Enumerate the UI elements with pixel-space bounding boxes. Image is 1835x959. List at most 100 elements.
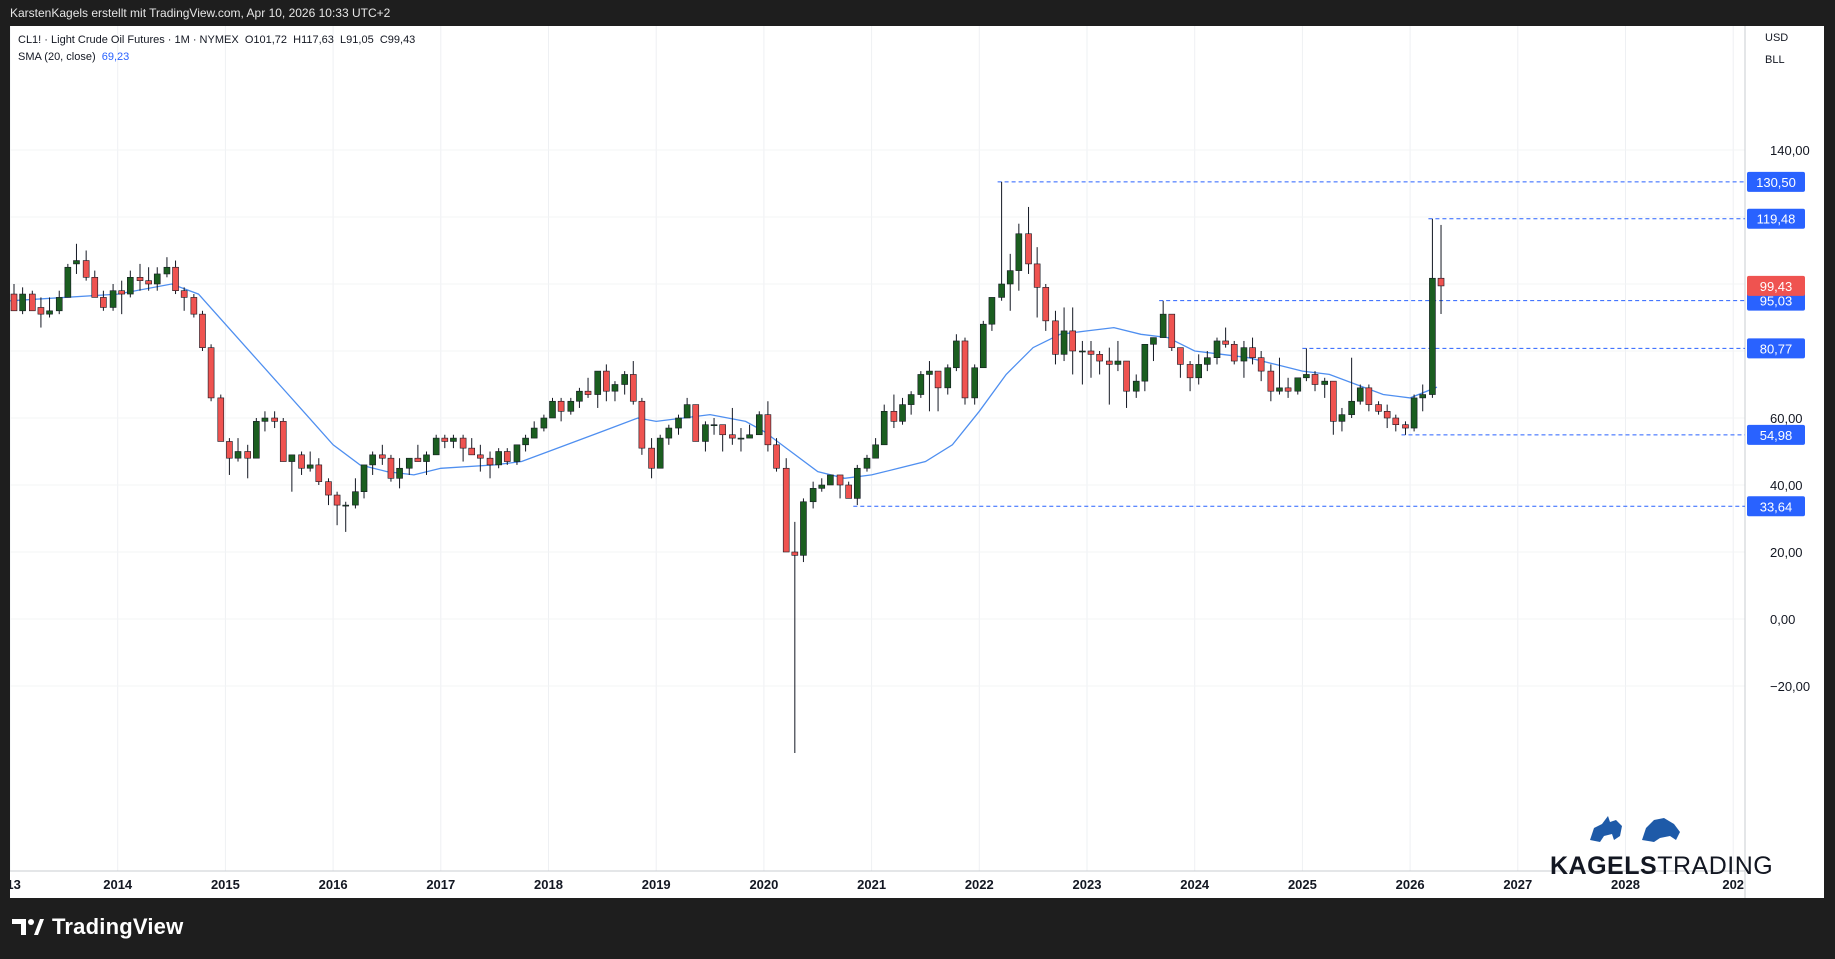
candle-up	[253, 418, 260, 459]
candle-down	[836, 474, 844, 499]
last-price-bg	[1747, 275, 1805, 296]
candle-down	[10, 284, 18, 312]
candle-down	[145, 267, 152, 291]
candle-up	[872, 438, 879, 459]
candle-body	[791, 551, 799, 556]
candle-down	[217, 394, 225, 442]
x-tick-label: 2022	[965, 877, 994, 892]
candle-body	[683, 404, 691, 419]
candle-down	[782, 458, 790, 553]
candle-body	[899, 404, 906, 422]
candle-down	[1330, 380, 1337, 435]
candle-up	[55, 290, 63, 315]
candle-body	[1257, 357, 1265, 372]
attribution-bar: KarstenKagels erstellt mit TradingView.c…	[0, 0, 1835, 26]
candle-up	[261, 411, 269, 432]
candle-up	[917, 371, 925, 398]
candle-down	[773, 438, 780, 472]
tradingview-mark-icon	[12, 919, 44, 935]
candle-body	[82, 260, 90, 278]
candle-body	[207, 347, 215, 399]
candle-body	[567, 400, 575, 412]
tradingview-logo[interactable]: TradingView	[12, 914, 183, 940]
x-tick-label: 2023	[1073, 877, 1102, 892]
legend-symbol[interactable]: CL1! · Light Crude Oil Futures · 1M · NY…	[18, 34, 239, 46]
candle-body	[441, 437, 449, 442]
candle-body	[109, 290, 117, 308]
kagels-trading-watermark: KAGELSTRADING	[1550, 806, 1773, 886]
currency-label[interactable]: USD	[1765, 32, 1789, 44]
candle-up	[530, 421, 538, 439]
candle-body	[1025, 233, 1032, 265]
candle-up	[1338, 407, 1346, 432]
candle-body	[396, 467, 403, 479]
candle-down	[692, 404, 700, 442]
candle-down	[136, 263, 144, 291]
legend-sma-line[interactable]: SMA (20, close) 69,23	[18, 49, 415, 66]
candle-body	[1123, 360, 1130, 392]
candle-down	[557, 397, 565, 422]
candle-body	[603, 370, 610, 392]
y-tick-label: 60,00	[1770, 411, 1803, 426]
candle-down	[1230, 340, 1238, 365]
level-label-bg	[1747, 208, 1805, 229]
candle-body	[271, 417, 278, 422]
x-tick-label: 2021	[857, 877, 886, 892]
unit-label[interactable]: BLL	[1765, 54, 1785, 66]
candle-body	[1303, 374, 1310, 379]
candle-body	[988, 297, 996, 325]
candle-down	[91, 270, 99, 298]
candle-up	[988, 297, 996, 331]
candle-down	[638, 397, 646, 455]
level-label: 80,77	[1760, 341, 1793, 356]
candle-body	[737, 437, 745, 440]
candle-up	[342, 501, 350, 532]
y-tick-label: −20,00	[1770, 679, 1810, 694]
candle-down	[180, 287, 188, 311]
candle-body	[10, 293, 18, 312]
candle-body	[73, 260, 80, 265]
candle-body	[513, 444, 521, 462]
candle-body	[710, 424, 718, 427]
candle-body	[19, 293, 26, 312]
candle-body	[234, 451, 242, 459]
chart-legend: CL1! · Light Crude Oil Futures · 1M · NY…	[18, 32, 415, 66]
candle-body	[1402, 424, 1409, 429]
candle-up	[907, 391, 915, 415]
candle-body	[414, 457, 422, 462]
candle-body	[675, 417, 682, 429]
candle-body	[279, 421, 287, 462]
candle-down	[1186, 361, 1194, 392]
candle-body	[1294, 377, 1302, 392]
candle-body	[1365, 387, 1373, 405]
candle-body	[333, 494, 341, 506]
legend-close: C99,43	[379, 34, 416, 46]
candle-up	[360, 464, 368, 499]
y-tick-label: 140,00	[1770, 143, 1810, 158]
candle-body	[1276, 387, 1283, 392]
candle-down	[298, 451, 305, 475]
candle-down	[414, 444, 422, 462]
chart-panel[interactable]: 013 2014 2015 2016 2017 2018 2019 2020 2021 2022 2…	[10, 26, 1824, 898]
candle-body	[1006, 270, 1014, 285]
candle-body	[29, 293, 36, 312]
candle-down	[82, 250, 90, 281]
candle-body	[55, 297, 63, 312]
candle-down	[845, 481, 852, 499]
candle-up	[1114, 340, 1122, 372]
candle-body	[702, 424, 709, 442]
candle-up	[944, 364, 952, 395]
candle-down	[279, 418, 287, 462]
x-tick-label: 2024	[1180, 877, 1210, 892]
candle-down	[271, 411, 278, 429]
candle-up	[423, 451, 430, 475]
candle-body	[818, 484, 826, 489]
candle-up	[432, 434, 440, 456]
candle-body	[800, 501, 807, 556]
candle-body	[782, 467, 790, 553]
price-chart[interactable]: 013 2014 2015 2016 2017 2018 2019 2020 2021 2022 2…	[10, 26, 1824, 898]
candle-down	[486, 451, 494, 479]
candle-down	[1052, 310, 1059, 365]
horizontal-levels: 130,50 119,48 95,03 80,77 54,98 33,64	[853, 171, 1805, 517]
candle-down	[584, 377, 592, 398]
